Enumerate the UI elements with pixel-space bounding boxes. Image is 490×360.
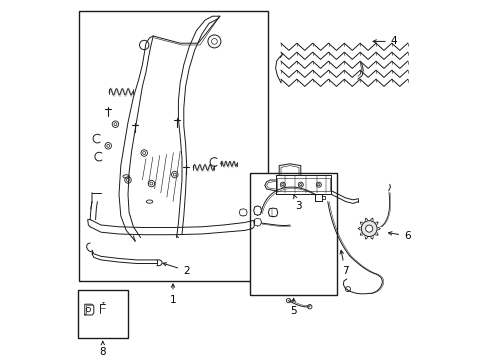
Text: 3: 3: [294, 195, 301, 211]
Text: 7: 7: [340, 251, 348, 276]
Text: 6: 6: [389, 231, 411, 241]
Text: 4: 4: [373, 36, 397, 46]
Text: 8: 8: [99, 341, 106, 357]
Circle shape: [366, 225, 373, 232]
Text: 2: 2: [163, 263, 190, 276]
Bar: [250, 173, 337, 295]
Text: 1: 1: [170, 284, 176, 305]
Text: 5: 5: [290, 298, 297, 316]
Bar: [77, 290, 128, 338]
Circle shape: [361, 221, 377, 237]
Bar: [79, 11, 269, 281]
